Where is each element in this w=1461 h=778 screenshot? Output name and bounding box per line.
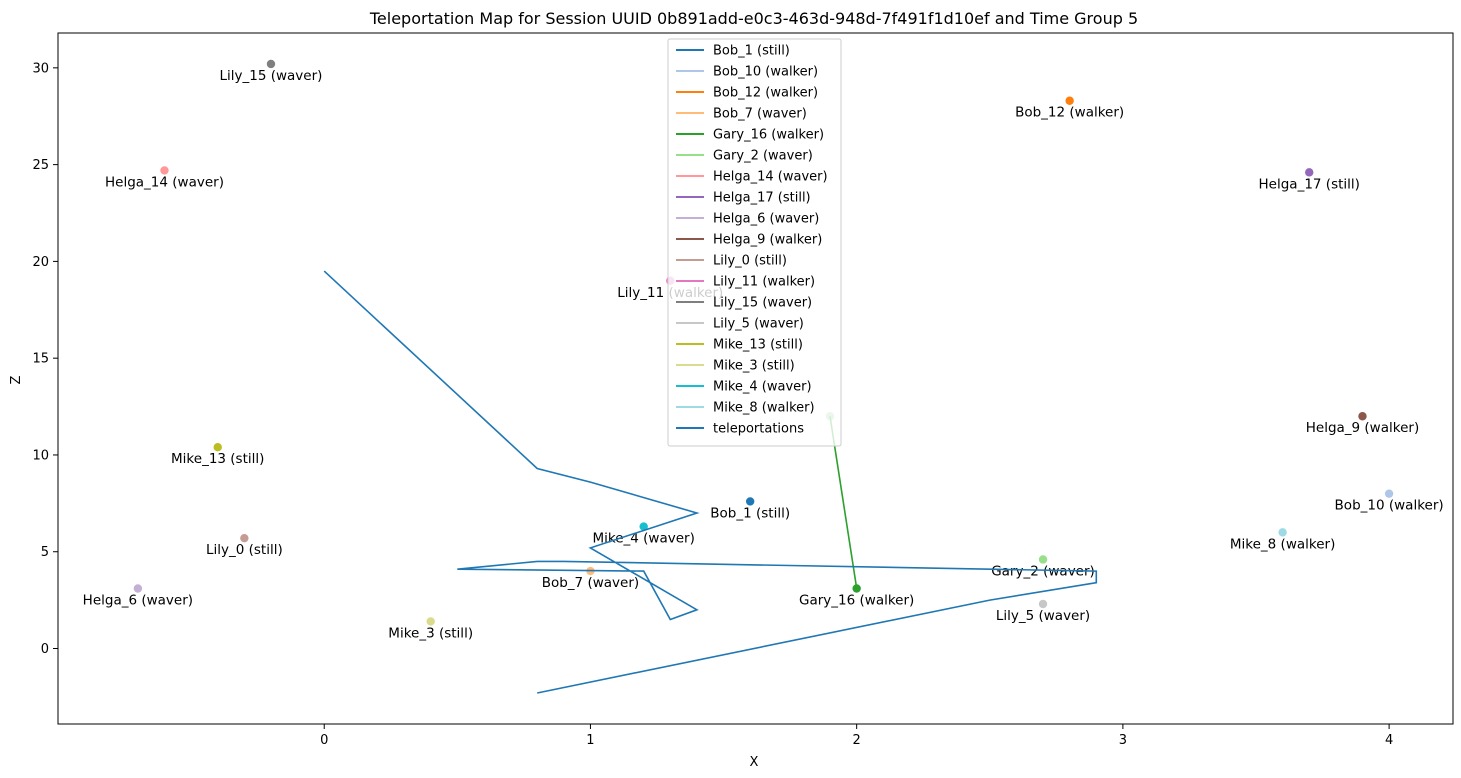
legend-entry: Bob_12 (walker) xyxy=(713,86,818,101)
legend-entry: Lily_11 (walker) xyxy=(713,275,815,290)
x-tick-label: 2 xyxy=(853,733,861,748)
data-point xyxy=(1358,412,1367,421)
data-point xyxy=(1305,168,1314,177)
legend-entry: Lily_5 (waver) xyxy=(713,317,804,332)
x-tick-label: 1 xyxy=(586,733,594,748)
legend-entry: Lily_0 (still) xyxy=(713,254,787,269)
data-point xyxy=(160,166,169,175)
legend-entry: Lily_15 (waver) xyxy=(713,296,812,311)
point-label: Lily_5 (waver) xyxy=(996,608,1090,624)
data-point xyxy=(1065,96,1074,105)
data-point xyxy=(266,59,276,69)
point-label: Mike_4 (waver) xyxy=(592,531,694,547)
point-label: Mike_3 (still) xyxy=(388,625,473,641)
legend-entry: Mike_8 (walker) xyxy=(713,401,815,416)
axes-frame xyxy=(57,32,1454,725)
data-point xyxy=(639,522,648,531)
point-label: Helga_17 (still) xyxy=(1259,176,1360,192)
point-label: Bob_1 (still) xyxy=(710,505,790,521)
data-point xyxy=(745,497,755,506)
data-point xyxy=(240,533,249,543)
data-point xyxy=(1038,599,1048,609)
data-point xyxy=(1384,489,1394,498)
legend-entry: Helga_6 (waver) xyxy=(713,212,819,227)
point-label: Helga_9 (walker) xyxy=(1306,420,1419,436)
legend-entry: Bob_7 (waver) xyxy=(713,107,807,122)
x-axis-label: X xyxy=(750,755,759,770)
point-label: Mike_8 (walker) xyxy=(1230,536,1335,552)
point-label: Mike_13 (still) xyxy=(171,451,264,467)
legend-entry: Bob_10 (walker) xyxy=(713,65,818,80)
teleportation-path xyxy=(323,270,1098,694)
y-tick-label: 15 xyxy=(32,352,49,367)
point-label: Helga_14 (waver) xyxy=(105,174,224,190)
x-tick-label: 3 xyxy=(1119,733,1127,748)
point-label: Bob_10 (walker) xyxy=(1335,498,1444,514)
data-point xyxy=(1038,555,1048,564)
point-label: Bob_12 (walker) xyxy=(1015,105,1124,121)
legend-entry: Mike_3 (still) xyxy=(713,359,795,374)
legend-entry: Helga_14 (waver) xyxy=(713,170,828,185)
data-point xyxy=(213,443,222,452)
legend-entry: Helga_17 (still) xyxy=(713,191,811,206)
y-tick-label: 5 xyxy=(41,545,49,560)
chart-title: Teleportation Map for Session UUID 0b891… xyxy=(369,9,1138,28)
data-point xyxy=(852,584,861,593)
legend-entry: Gary_16 (walker) xyxy=(713,128,824,143)
point-label: Lily_15 (waver) xyxy=(220,68,323,84)
point-label: Helga_6 (waver) xyxy=(83,593,193,609)
legend-box xyxy=(667,38,842,447)
plot-area: 0 1 2 3 4 0 5 10 15 20 25 30 Bob_1 (still) Bob_10 (wa… xyxy=(32,32,1454,748)
x-tick-label: 0 xyxy=(320,733,328,748)
legend-entry: Bob_1 (still) xyxy=(713,44,790,59)
legend-entry: teleportations xyxy=(713,422,804,437)
y-tick-label: 0 xyxy=(41,642,49,657)
y-tick-label: 25 xyxy=(32,158,49,173)
data-point xyxy=(426,617,435,626)
legend-entry: Mike_13 (still) xyxy=(713,338,803,353)
legend-entry: Gary_2 (waver) xyxy=(713,149,813,164)
legend-entry: Mike_4 (waver) xyxy=(713,380,812,395)
legend-entry: Helga_9 (walker) xyxy=(713,233,822,248)
legend: Bob_1 (still) Bob_10 (walker) Bob_12 (walk… xyxy=(667,38,842,447)
y-tick-label: 20 xyxy=(32,255,49,270)
x-tick-label: 4 xyxy=(1385,733,1393,748)
point-label: Gary_16 (walker) xyxy=(799,593,914,609)
data-point xyxy=(1278,528,1287,537)
point-label: Lily_0 (still) xyxy=(206,542,283,558)
data-point xyxy=(133,584,143,593)
y-tick-label: 10 xyxy=(32,448,49,463)
point-label: Bob_7 (waver) xyxy=(542,575,639,591)
y-tick-label: 30 xyxy=(32,61,49,76)
y-axis-label: Z xyxy=(9,375,24,384)
point-label: Gary_2 (waver) xyxy=(991,563,1095,579)
